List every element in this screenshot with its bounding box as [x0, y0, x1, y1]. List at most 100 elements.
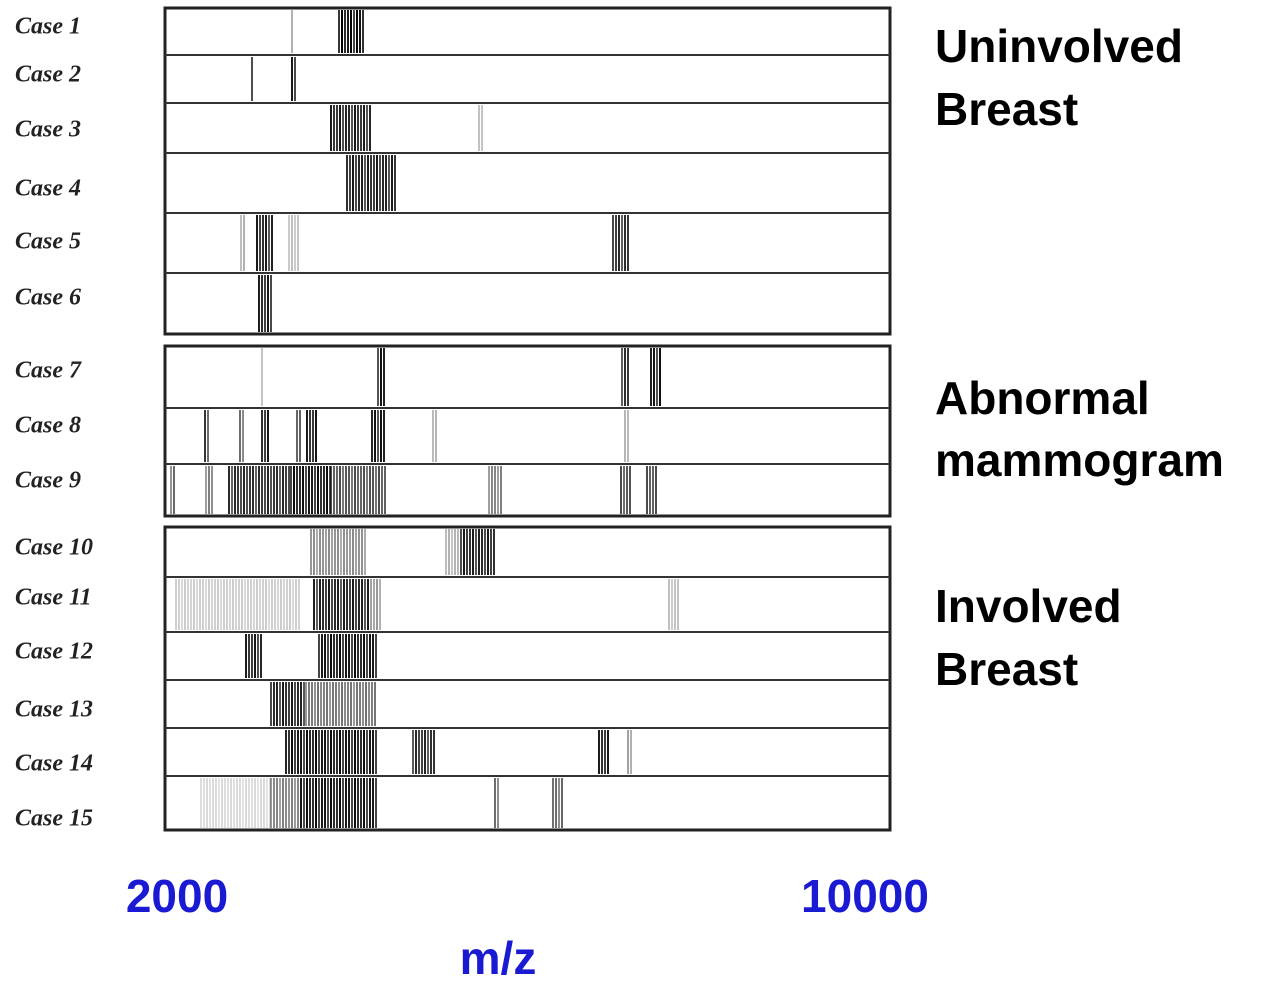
band — [250, 579, 252, 630]
band — [170, 466, 172, 514]
band — [360, 730, 362, 774]
band — [339, 730, 341, 774]
band — [362, 10, 364, 53]
band — [500, 466, 502, 514]
band — [291, 10, 293, 53]
band — [374, 682, 376, 726]
band — [363, 778, 365, 828]
band — [228, 466, 230, 514]
band — [296, 466, 298, 514]
band — [339, 105, 341, 151]
band — [203, 778, 205, 828]
band — [384, 466, 386, 514]
band — [391, 155, 393, 211]
band — [652, 466, 654, 514]
band — [267, 466, 269, 514]
band — [254, 634, 256, 678]
band — [344, 682, 346, 726]
band — [211, 466, 213, 514]
band — [321, 730, 323, 774]
band — [261, 466, 263, 514]
band — [296, 410, 298, 462]
band — [277, 579, 279, 630]
band — [650, 348, 652, 406]
band — [430, 730, 432, 774]
band — [348, 778, 350, 828]
case-label: Case 12 — [15, 639, 93, 665]
band — [266, 778, 268, 828]
band — [293, 466, 295, 514]
band — [337, 579, 339, 630]
band — [344, 10, 346, 53]
band — [358, 155, 360, 211]
band — [330, 466, 332, 514]
case-label: Case 9 — [15, 468, 81, 494]
band — [354, 634, 356, 678]
band — [424, 730, 426, 774]
band — [297, 215, 299, 271]
band — [620, 466, 622, 514]
band — [364, 155, 366, 211]
band — [345, 730, 347, 774]
band — [299, 410, 301, 462]
band — [358, 579, 360, 630]
band — [362, 682, 364, 726]
band — [239, 410, 241, 462]
band — [488, 466, 490, 514]
group-label: Breast — [935, 643, 1078, 695]
band — [288, 215, 290, 271]
case-label: Case 14 — [15, 751, 93, 777]
band — [360, 634, 362, 678]
band — [497, 778, 499, 828]
band — [433, 730, 435, 774]
band — [257, 778, 259, 828]
band — [288, 730, 290, 774]
band — [240, 215, 242, 271]
band — [357, 730, 359, 774]
band — [357, 105, 359, 151]
band — [370, 579, 372, 630]
band — [308, 682, 310, 726]
band — [383, 348, 385, 406]
band — [181, 579, 183, 630]
band — [357, 634, 359, 678]
band — [339, 466, 341, 514]
band — [469, 529, 471, 575]
band — [230, 778, 232, 828]
band — [374, 410, 376, 462]
band — [346, 579, 348, 630]
band — [270, 275, 272, 332]
band — [371, 682, 373, 726]
band — [388, 155, 390, 211]
band — [309, 778, 311, 828]
band — [252, 466, 254, 514]
band — [282, 778, 284, 828]
band — [294, 730, 296, 774]
band — [367, 155, 369, 211]
band — [359, 682, 361, 726]
band — [355, 155, 357, 211]
band — [324, 778, 326, 828]
band — [653, 348, 655, 406]
band — [305, 682, 307, 726]
band — [451, 529, 453, 575]
band — [263, 778, 265, 828]
band — [601, 730, 603, 774]
band — [333, 634, 335, 678]
band — [607, 730, 609, 774]
band — [316, 529, 318, 575]
band — [270, 682, 272, 726]
band — [630, 730, 632, 774]
band — [352, 155, 354, 211]
band — [244, 579, 246, 630]
band — [175, 579, 177, 630]
band — [320, 682, 322, 726]
band — [379, 579, 381, 630]
band — [257, 634, 259, 678]
band — [308, 466, 310, 514]
band — [258, 275, 260, 332]
band — [328, 579, 330, 630]
band — [221, 778, 223, 828]
band — [339, 634, 341, 678]
band — [279, 466, 281, 514]
